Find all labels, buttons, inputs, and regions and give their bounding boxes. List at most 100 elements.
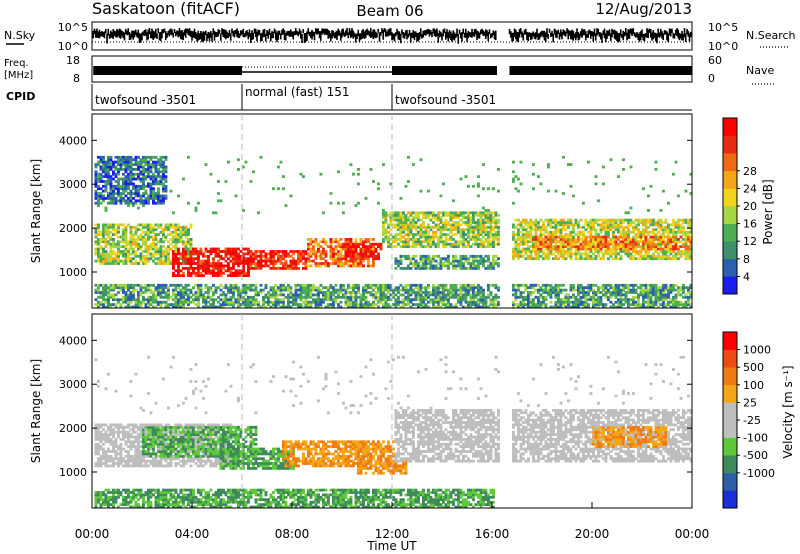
heatmap-cell bbox=[472, 228, 475, 232]
heatmap-cell bbox=[474, 240, 478, 244]
heatmap-cell bbox=[324, 295, 328, 299]
heatmap-cell bbox=[267, 259, 270, 263]
heatmap-cell bbox=[424, 264, 428, 268]
heatmap-cell bbox=[117, 262, 120, 265]
heatmap-cell bbox=[549, 240, 553, 244]
heatmap-cell bbox=[457, 288, 460, 292]
heatmap-cell bbox=[234, 194, 238, 198]
heatmap-cell bbox=[182, 271, 185, 275]
heatmap-cell bbox=[337, 254, 340, 258]
heatmap-cell bbox=[122, 228, 125, 232]
heatmap-cell bbox=[429, 267, 433, 270]
heatmap-cell bbox=[282, 175, 285, 178]
heatmap-cell bbox=[372, 242, 375, 246]
heatmap-cell bbox=[232, 274, 235, 277]
heatmap-cell bbox=[139, 300, 143, 304]
heatmap-cell bbox=[197, 201, 200, 205]
heatmap-cell bbox=[549, 300, 553, 304]
heatmap-cell bbox=[479, 259, 483, 263]
heatmap-cell bbox=[614, 238, 618, 241]
heatmap-cell bbox=[204, 305, 208, 309]
heatmap-cell bbox=[219, 293, 223, 297]
heatmap-cell bbox=[404, 221, 408, 224]
heatmap-cell bbox=[487, 238, 490, 241]
heatmap-cell bbox=[219, 199, 223, 203]
heatmap-cell bbox=[107, 233, 110, 236]
heatmap-cell bbox=[177, 286, 180, 290]
heatmap-cell bbox=[239, 288, 243, 292]
heatmap-cell bbox=[239, 293, 243, 297]
heatmap-cell bbox=[479, 211, 483, 215]
heatmap-cell bbox=[547, 245, 550, 248]
heatmap-cell bbox=[262, 300, 265, 304]
heatmap-cell bbox=[477, 213, 480, 217]
heatmap-cell bbox=[169, 259, 173, 263]
heatmap-cell bbox=[324, 254, 328, 258]
heatmap-cell bbox=[102, 298, 105, 302]
heatmap-cell bbox=[459, 291, 463, 294]
heatmap-cell bbox=[172, 262, 175, 265]
heatmap-cell bbox=[274, 262, 278, 265]
heatmap-cell bbox=[124, 247, 128, 251]
heatmap-cell bbox=[467, 228, 470, 232]
heatmap-cell bbox=[397, 213, 400, 217]
heatmap-cell bbox=[337, 170, 340, 174]
heatmap-cell bbox=[437, 223, 440, 227]
heatmap-cell bbox=[104, 259, 108, 263]
heatmap-cell bbox=[122, 197, 125, 200]
heatmap-cell bbox=[539, 218, 543, 222]
heatmap-cell bbox=[137, 177, 140, 181]
heatmap-cell bbox=[379, 286, 383, 290]
heatmap-cell bbox=[449, 218, 453, 222]
heatmap-cell bbox=[452, 216, 455, 220]
heatmap-cell bbox=[287, 303, 290, 306]
heatmap-cell bbox=[344, 242, 348, 246]
heatmap-cell bbox=[189, 242, 193, 246]
heatmap-cell bbox=[159, 300, 163, 304]
heatmap-cell bbox=[422, 295, 425, 299]
heatmap-cell bbox=[162, 182, 165, 186]
heatmap-cell bbox=[212, 300, 215, 304]
heatmap-cell bbox=[384, 235, 388, 239]
heatmap-cell bbox=[219, 262, 223, 265]
heatmap-cell bbox=[349, 300, 353, 304]
heatmap-cell bbox=[532, 247, 535, 251]
heatmap-cell bbox=[369, 250, 373, 253]
heatmap-cell bbox=[212, 274, 215, 277]
heatmap-cell bbox=[519, 242, 523, 246]
heatmap-cell bbox=[144, 238, 148, 241]
heatmap-cell bbox=[347, 247, 350, 251]
heatmap-cell bbox=[469, 286, 473, 290]
heatmap-cell bbox=[354, 257, 358, 261]
heatmap-cell bbox=[512, 257, 515, 261]
heatmap-cell bbox=[204, 283, 208, 287]
heatmap-cell bbox=[104, 170, 108, 174]
heatmap-cell bbox=[437, 245, 440, 248]
heatmap-cell bbox=[399, 213, 403, 217]
heatmap-cell bbox=[494, 242, 498, 246]
heatmap-cell bbox=[367, 245, 370, 248]
heatmap-cell bbox=[412, 225, 415, 229]
heatmap-cell bbox=[124, 228, 128, 232]
heatmap-cell bbox=[159, 197, 163, 200]
heatmap-cell bbox=[517, 228, 520, 232]
heatmap-cell bbox=[492, 264, 495, 268]
cpid-label: CPID bbox=[6, 90, 35, 103]
heatmap-cell bbox=[474, 286, 478, 290]
heatmap-cell bbox=[477, 242, 480, 246]
heatmap-cell bbox=[219, 303, 223, 306]
heatmap-cell bbox=[229, 274, 233, 277]
heatmap-cell bbox=[274, 300, 278, 304]
heatmap-cell bbox=[517, 242, 520, 246]
heatmap-cell bbox=[179, 254, 183, 258]
heatmap-cell bbox=[459, 242, 463, 246]
heatmap-cell bbox=[432, 300, 435, 304]
heatmap-cell bbox=[532, 300, 535, 304]
heatmap-cell bbox=[459, 283, 463, 287]
heatmap-cell bbox=[529, 252, 533, 256]
heatmap-cell bbox=[549, 250, 553, 253]
heatmap-cell bbox=[492, 235, 495, 239]
heatmap-cell bbox=[204, 267, 208, 270]
heatmap-cell bbox=[529, 291, 533, 294]
heatmap-cell bbox=[172, 240, 175, 244]
